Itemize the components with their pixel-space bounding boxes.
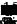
Text: α=0.425: α=0.425: [4, 5, 17, 19]
Text: α=0.380: α=0.380: [4, 4, 17, 17]
Text: α=0.342: α=0.342: [4, 3, 17, 16]
Text: α=0.0: α=0.0: [10, 1, 17, 14]
Text: Fig. 3.  Curves calculated using (8) for a series of increasing α values. The cu: Fig. 3. Curves calculated using (8) for …: [2, 16, 17, 24]
Text: cavity and the water was described by the potential energy curves displayed
in F: cavity and the water was described by th…: [2, 2, 17, 24]
Text: α=0.3025: α=0.3025: [4, 1, 17, 15]
Text: 3.2   Implementation and Efficiency: 3.2 Implementation and Efficiency: [2, 17, 17, 24]
Text: 156    Mark, Schäfer, Liu, van Gunsteren: 156 Mark, Schäfer, Liu, van Gunsteren: [2, 1, 17, 14]
Text: To generate a trajectory of configurations using using Molecular Dynamics or
Mon: To generate a trajectory of configuratio…: [2, 18, 17, 24]
